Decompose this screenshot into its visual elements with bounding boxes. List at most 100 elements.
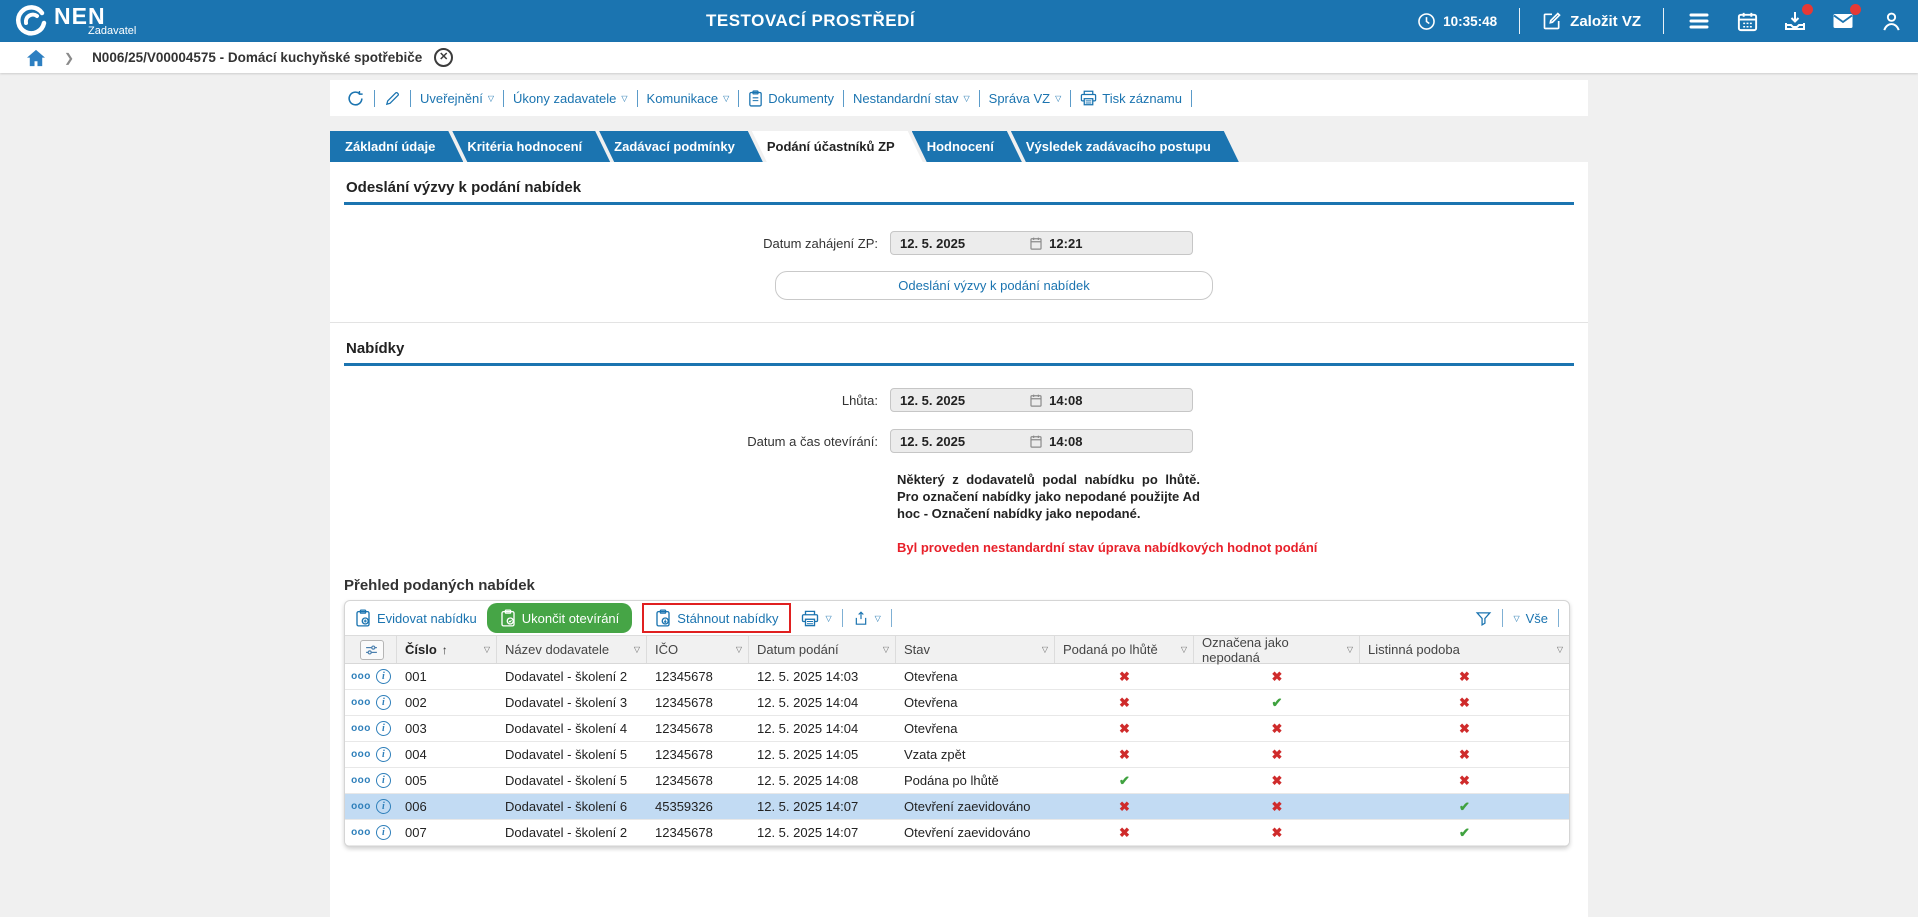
topbar-separator — [1663, 8, 1664, 34]
cell-ico: 12345678 — [647, 773, 749, 788]
export-table-button[interactable]: ▽ — [853, 610, 881, 627]
cell-cislo: 006 — [397, 799, 497, 814]
table-row[interactable]: oooi 005 Dodavatel - školení 5 12345678 … — [345, 768, 1569, 794]
row-menu-icon[interactable]: ooo — [351, 724, 371, 734]
tab-zakladni-udaje[interactable]: Základní údaje — [330, 131, 463, 162]
info-icon[interactable]: i — [376, 695, 391, 710]
toolbar-item-dokumenty[interactable]: Dokumenty — [748, 90, 834, 107]
column-filter-icon[interactable]: ▽ — [1042, 645, 1048, 654]
tab-vysledek-zadavaciho-postupu[interactable]: Výsledek zadávacího postupu — [1011, 131, 1239, 162]
info-icon[interactable]: i — [376, 773, 391, 788]
row-menu-icon[interactable]: ooo — [351, 698, 371, 708]
cell-listinna-podoba: ✖ — [1360, 747, 1569, 763]
refresh-button[interactable] — [346, 89, 365, 108]
cell-stav: Otevřena — [896, 721, 1055, 736]
info-icon[interactable]: i — [376, 799, 391, 814]
filter-scope-dropdown[interactable]: ▽ Vše — [1513, 611, 1548, 626]
edit-square-icon — [1542, 11, 1562, 31]
row-menu-icon[interactable]: ooo — [351, 776, 371, 786]
clock-icon — [1417, 12, 1436, 31]
late-offer-notice: Některý z dodavatelů podal nabídku po lh… — [897, 471, 1200, 522]
cell-cislo: 007 — [397, 825, 497, 840]
table-row[interactable]: oooi 001 Dodavatel - školení 2 12345678 … — [345, 664, 1569, 690]
tab-content: Odeslání výzvy k podání nabídek Datum za… — [330, 172, 1588, 907]
cell-podana-po-lhute: ✖ — [1055, 799, 1194, 815]
cell-ico: 12345678 — [647, 721, 749, 736]
send-invitation-button[interactable]: Odeslání výzvy k podání nabídek — [775, 271, 1213, 300]
offers-table-heading: Přehled podaných nabídek — [344, 577, 1574, 594]
close-record-icon[interactable]: ✕ — [434, 48, 453, 67]
info-icon[interactable]: i — [376, 825, 391, 840]
column-header-listinna-podoba[interactable]: Listinná podoba ▽ — [1360, 636, 1569, 663]
row-menu-icon[interactable]: ooo — [351, 828, 371, 838]
column-header-oznacena-jako-nepodana[interactable]: Označena jako nepodaná ▽ — [1194, 636, 1360, 663]
column-header-podana-po-lhute[interactable]: Podaná po lhůtě ▽ — [1055, 636, 1194, 663]
session-time: 10:35:48 — [1417, 12, 1497, 31]
column-filter-icon[interactable]: ▽ — [1347, 645, 1353, 654]
toolbar-item-sprava-vz[interactable]: Správa VZ▽ — [989, 91, 1062, 106]
info-icon[interactable]: i — [376, 669, 391, 684]
table-row[interactable]: oooi 006 Dodavatel - školení 6 45359326 … — [345, 794, 1569, 820]
column-settings-icon[interactable] — [360, 640, 384, 660]
table-row[interactable]: oooi 002 Dodavatel - školení 3 12345678 … — [345, 690, 1569, 716]
lhuta-field[interactable]: 12. 5. 2025 14:08 — [890, 388, 1193, 412]
filter-funnel-button[interactable] — [1475, 610, 1492, 627]
toolbar-item-tisk-zaznamu[interactable]: Tisk záznamu — [1080, 90, 1182, 106]
finish-opening-button[interactable]: Ukončit otevírání — [487, 603, 633, 633]
column-filter-icon[interactable]: ▽ — [634, 645, 640, 654]
column-filter-icon[interactable]: ▽ — [1557, 645, 1563, 654]
calendar-small-icon[interactable] — [1030, 394, 1042, 407]
chevron-down-icon: ▽ — [1513, 614, 1519, 623]
toolbar-item-komunikace[interactable]: Komunikace▽ — [647, 91, 730, 106]
user-icon[interactable] — [1878, 8, 1904, 34]
column-filter-icon[interactable]: ▽ — [883, 645, 889, 654]
toolbar-item-nestandardni-stav[interactable]: Nestandardní stav▽ — [853, 91, 970, 106]
column-filter-icon[interactable]: ▽ — [1181, 645, 1187, 654]
cell-oznacena-nepodana: ✖ — [1194, 825, 1360, 841]
tab-hodnoceni[interactable]: Hodnocení — [912, 131, 1022, 162]
register-offer-button[interactable]: Evidovat nabídku — [355, 609, 477, 627]
table-row[interactable]: oooi 007 Dodavatel - školení 2 12345678 … — [345, 820, 1569, 846]
section-divider — [330, 322, 1588, 323]
mail-icon[interactable] — [1830, 8, 1856, 34]
otevirani-field[interactable]: 12. 5. 2025 14:08 — [890, 429, 1193, 453]
column-header-ico[interactable]: IČO ▽ — [647, 636, 749, 663]
calendar-icon[interactable] — [1734, 8, 1760, 34]
table-row[interactable]: oooi 004 Dodavatel - školení 5 12345678 … — [345, 742, 1569, 768]
row-menu-icon[interactable]: ooo — [351, 750, 371, 760]
inbox-download-icon[interactable] — [1782, 8, 1808, 34]
download-offers-button[interactable]: Stáhnout nabídky — [655, 609, 778, 627]
tab-zadavaci-podminky[interactable]: Zadávací podmínky — [599, 131, 763, 162]
row-menu-icon[interactable]: ooo — [351, 802, 371, 812]
tab-kriteria-hodnoceni[interactable]: Kritéria hodnocení — [452, 131, 610, 162]
column-header-cislo[interactable]: Číslo ↑ ▽ — [397, 636, 497, 663]
datum-zahajeni-field[interactable]: 12. 5. 2025 12:21 — [890, 231, 1193, 255]
toolbar-item-uverejneni[interactable]: Uveřejnění▽ — [420, 91, 494, 106]
column-header-stav[interactable]: Stav ▽ — [896, 636, 1055, 663]
edit-pencil-button[interactable] — [384, 90, 401, 107]
print-table-button[interactable]: ▽ — [801, 610, 831, 627]
home-icon[interactable] — [26, 49, 46, 67]
tab-podani-ucastniku-zp[interactable]: Podání účastníků ZP — [752, 131, 923, 162]
column-filter-icon[interactable]: ▽ — [484, 645, 490, 654]
column-header-datum-podani[interactable]: Datum podání ▽ — [749, 636, 896, 663]
cell-cislo: 001 — [397, 669, 497, 684]
column-filter-icon[interactable]: ▽ — [736, 645, 742, 654]
info-icon[interactable]: i — [376, 747, 391, 762]
date-value: 12. 5. 2025 — [900, 434, 1030, 449]
calendar-small-icon[interactable] — [1030, 237, 1042, 250]
calendar-small-icon[interactable] — [1030, 435, 1042, 448]
download-offers-highlight-box: Stáhnout nabídky — [642, 603, 791, 633]
table-row[interactable]: oooi 003 Dodavatel - školení 4 12345678 … — [345, 716, 1569, 742]
cell-podana-po-lhute: ✖ — [1055, 669, 1194, 685]
cell-listinna-podoba: ✔ — [1360, 799, 1569, 815]
column-header-nazev-dodavatele[interactable]: Název dodavatele ▽ — [497, 636, 647, 663]
breadcrumb-item[interactable]: N006/25/V00004575 - Domácí kuchyňské spo… — [92, 50, 422, 65]
row-menu-icon[interactable]: ooo — [351, 672, 371, 682]
info-icon[interactable]: i — [376, 721, 391, 736]
cell-stav: Otevřena — [896, 669, 1055, 684]
create-vz-button[interactable]: Založit VZ — [1542, 11, 1641, 31]
menu-hamburger-icon[interactable] — [1686, 8, 1712, 34]
toolbar-item-ukony-zadavatele[interactable]: Úkony zadavatele▽ — [513, 91, 628, 106]
nen-logo[interactable]: NEN Zadavatel — [14, 4, 136, 38]
